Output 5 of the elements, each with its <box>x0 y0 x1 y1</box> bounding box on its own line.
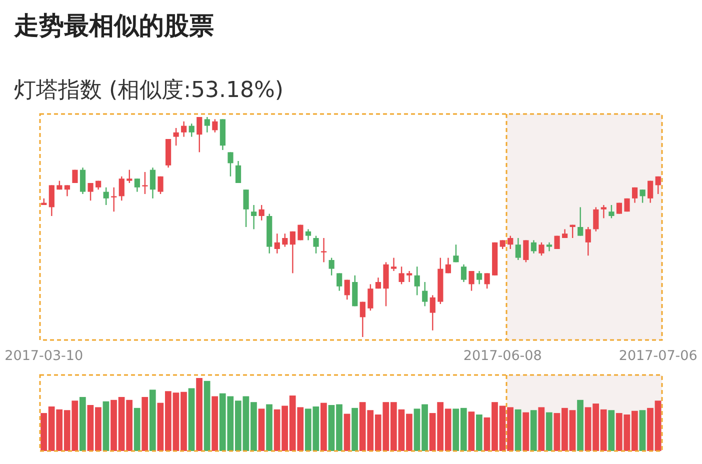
chart-subtitle: 灯塔指数 (相似度:53.18%) <box>14 78 284 103</box>
x-tick-label: 2017-07-06 <box>618 348 698 364</box>
x-tick-label: 2017-06-08 <box>463 348 542 364</box>
chart-title: 走势最相似的股票 <box>13 11 214 40</box>
x-tick-label: 2017-03-10 <box>4 348 84 364</box>
